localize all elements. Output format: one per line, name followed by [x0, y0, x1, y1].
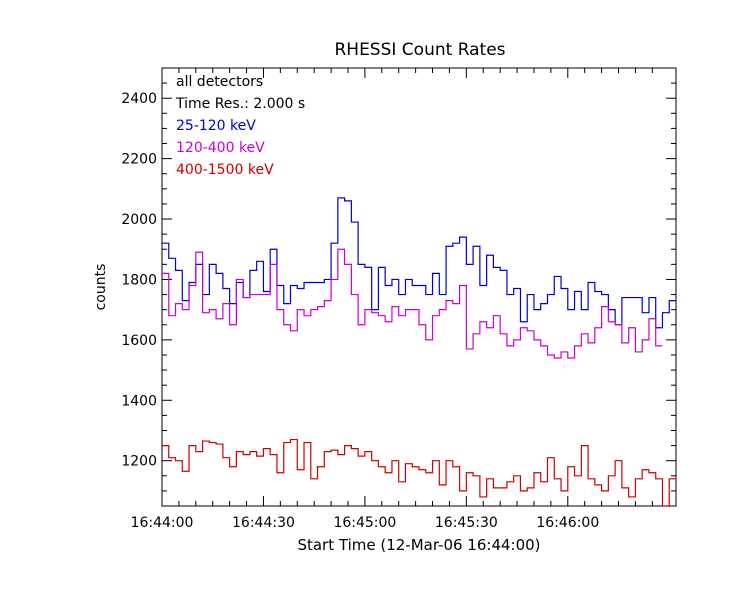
y-tick-labels: 1200 1400 1600 1800 2000 2200 2400	[121, 91, 157, 469]
series-lines	[162, 197, 676, 506]
axis-ticks	[161, 68, 676, 506]
series-line-0	[162, 197, 676, 329]
x-tick-label: 16:44:00	[131, 515, 194, 531]
y-tick-label: 2400	[121, 91, 157, 107]
y-tick-label: 2000	[121, 212, 157, 228]
legend-entry: 25-120 keV	[176, 118, 256, 134]
x-tick-label: 16:45:00	[333, 515, 396, 531]
x-tick-label: 16:44:30	[232, 515, 295, 531]
annotation-text: all detectors	[176, 74, 263, 90]
x-tick-label: 16:45:30	[435, 515, 498, 531]
x-tick-label: 16:46:00	[536, 515, 599, 531]
x-tick-labels: 16:44:00 16:44:30 16:45:00 16:45:30 16:46:00	[131, 515, 600, 531]
chart-title: RHESSI Count Rates	[334, 40, 505, 60]
y-axis-label: counts	[93, 264, 109, 311]
legend: 25-120 keV 120-400 keV 400-1500 keV	[176, 118, 274, 178]
y-tick-label: 1200	[121, 454, 157, 470]
annotations: all detectors Time Res.: 2.000 s	[175, 74, 305, 112]
y-tick-label: 2200	[121, 152, 157, 168]
series-line-2	[162, 438, 676, 506]
legend-entry: 400-1500 keV	[176, 162, 274, 178]
series-line-1	[162, 248, 663, 359]
y-tick-label: 1400	[121, 393, 157, 409]
legend-entry: 120-400 keV	[176, 140, 265, 156]
plot-frame	[161, 67, 677, 507]
y-tick-label: 1800	[121, 272, 157, 288]
annotation-text: Time Res.: 2.000 s	[175, 96, 305, 112]
x-axis-label: Start Time (12-Mar-06 16:44:00)	[297, 536, 540, 554]
y-tick-label: 1600	[121, 333, 157, 349]
